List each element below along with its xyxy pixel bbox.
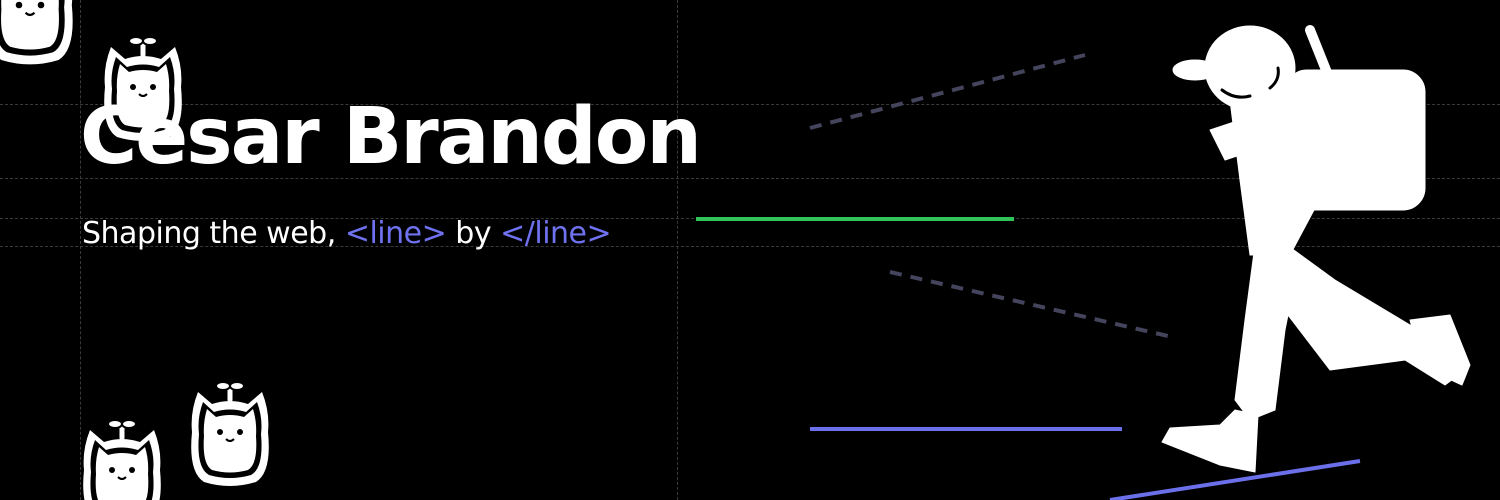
sprout-bunny-icon: [0, 0, 73, 64]
sprout-bunny-icon: [191, 382, 269, 486]
guide-line-vertical: [677, 0, 678, 500]
tag-close: </line>: [500, 216, 612, 251]
tagline: Shaping the web, <line> by </line>: [82, 216, 612, 252]
guide-line-vertical: [80, 0, 81, 500]
dashed-line-top: [809, 53, 1086, 130]
page-title: Cesar Brandon: [80, 92, 702, 182]
dashed-line-middle: [889, 270, 1169, 338]
guide-line-horizontal: [0, 104, 1500, 105]
guide-line-horizontal: [0, 246, 1500, 247]
sprout-bunny-icon: [83, 420, 161, 500]
tagline-prefix: Shaping the web,: [82, 216, 336, 251]
tag-open: <line>: [344, 216, 447, 251]
ground-line: [1109, 459, 1361, 500]
guide-line-horizontal: [0, 178, 1500, 179]
tagline-connector: by: [455, 216, 492, 251]
